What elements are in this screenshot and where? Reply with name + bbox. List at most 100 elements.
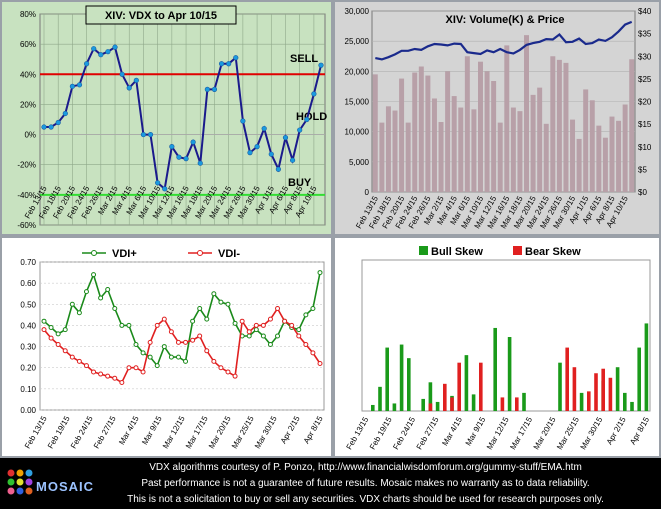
vdi-minus-point xyxy=(83,363,89,369)
footer-line-1: VDX algorithms courtesy of P. Ponzo, htt… xyxy=(149,462,582,473)
volume-bar xyxy=(412,72,418,192)
chart-title: XIV: VDX to Apr 10/15 xyxy=(105,10,217,22)
volume-bar xyxy=(556,59,562,193)
vdi-plus-point xyxy=(260,333,266,339)
vdi-minus-point xyxy=(76,358,82,364)
bear-skew-bar xyxy=(443,383,447,411)
volume-bar xyxy=(385,106,391,192)
bull-skew-bar xyxy=(407,358,411,411)
bull-skew-bar xyxy=(421,398,425,411)
y-tick-label: 40% xyxy=(20,70,36,79)
vdx-point xyxy=(304,116,310,123)
vdi-minus-point xyxy=(253,322,259,328)
vdx-point xyxy=(233,55,239,61)
volume-bar xyxy=(517,111,523,192)
y-right-tick-label: $0 xyxy=(638,188,647,197)
x-tick-label: Feb 13/15 xyxy=(345,415,371,451)
x-tick-label: Mar 20/15 xyxy=(532,415,558,451)
vdi-plus-point xyxy=(76,310,82,316)
vdi-plus-point xyxy=(112,306,118,312)
legend-vdi-minus-marker xyxy=(197,250,203,256)
y-tick-label: 0.70 xyxy=(20,258,36,267)
vdi-plus-point xyxy=(69,301,75,307)
vdx-point xyxy=(297,127,303,133)
x-tick-label: Apr 8/15 xyxy=(302,414,325,445)
bull-skew-bar xyxy=(637,347,641,411)
vdx-point xyxy=(176,154,182,160)
vdx-point xyxy=(204,86,210,92)
vdi-plus-point xyxy=(98,295,104,301)
vdi-plus-point xyxy=(119,322,125,328)
x-tick-label: Apr 2/15 xyxy=(605,415,628,446)
y-right-tick-label: $35 xyxy=(638,30,652,39)
x-tick-label: Mar 25/15 xyxy=(555,415,581,451)
vdi-plus-point xyxy=(317,270,323,276)
vdx-point xyxy=(55,119,61,126)
bull-skew-bar xyxy=(385,347,389,411)
volume-bar xyxy=(464,56,470,192)
volume-price-chart: 30,000 25,000 20,000 15,000 10,000 5,000 0 $40 $… xyxy=(345,7,652,230)
vdi-minus-point xyxy=(225,369,231,375)
bull-skew-bar xyxy=(378,386,382,411)
vdx-point xyxy=(98,52,104,58)
vdx-point xyxy=(282,134,289,141)
footer: MOSAIC VDX algorithms courtesy of P. Pon… xyxy=(0,458,661,509)
x-tick-label: Apr 2/15 xyxy=(279,414,302,445)
vdx-point xyxy=(133,77,139,83)
volume-bar xyxy=(497,122,503,192)
y-right-tick-label: $25 xyxy=(638,75,652,84)
x-tick-label: Feb 13/15 xyxy=(23,414,49,450)
vdi-plus-point xyxy=(91,272,97,278)
legend-vdi-minus: VDI- xyxy=(218,248,240,260)
x-tick-label: Feb 27/15 xyxy=(92,414,118,450)
y-tick-label: 80% xyxy=(20,10,36,19)
x-tick-label: Apr 8/15 xyxy=(628,415,651,446)
bull-skew-bar xyxy=(471,394,476,411)
vdx-point xyxy=(275,166,281,172)
vdi-plus-point xyxy=(48,325,54,331)
vdx-point xyxy=(247,150,253,156)
hold-label: HOLD xyxy=(296,111,327,123)
vdi-plus-point xyxy=(147,354,153,360)
bear-skew-bar xyxy=(594,373,598,411)
vdx-chart-panel: 80% 60% 40% 20% 0% -20% -40% -60% SELL HOLD BUY XIV… xyxy=(0,0,333,236)
vdi-plus-point xyxy=(253,327,259,333)
volume-bar xyxy=(491,80,497,192)
vdx-point xyxy=(261,125,267,132)
y-right-tick-label: $30 xyxy=(638,52,652,61)
volume-bar xyxy=(478,61,483,193)
vdx-point xyxy=(76,82,83,88)
volume-bar xyxy=(583,89,589,192)
vdi-minus-point xyxy=(310,350,316,356)
y-right-tick-label: $10 xyxy=(638,143,652,152)
vdi-plus-point xyxy=(204,316,210,322)
volume-bar xyxy=(458,107,464,192)
y-right-tick-label: $5 xyxy=(638,165,647,174)
bear-skew-bar xyxy=(565,347,569,411)
x-tick-label: Mar 30/15 xyxy=(253,414,279,450)
vdx-point xyxy=(91,46,97,52)
volume-bar xyxy=(622,104,628,192)
x-tick-label: Mar 4/15 xyxy=(440,415,464,447)
volume-bar xyxy=(392,110,398,192)
x-tick-label: Mar 17/15 xyxy=(508,415,534,451)
bull-skew-bar xyxy=(644,323,649,411)
vdx-point xyxy=(140,131,147,138)
vdi-minus-point xyxy=(48,335,54,341)
vdx-point xyxy=(69,83,76,89)
vdx-point xyxy=(105,49,111,55)
mosaic-logo-icon xyxy=(6,468,34,496)
volume-bar xyxy=(372,74,378,192)
vdi-minus-point xyxy=(147,339,153,345)
volume-bar xyxy=(596,125,602,192)
vdi-minus-point xyxy=(296,333,302,339)
vdx-point xyxy=(62,110,68,117)
vdx-point xyxy=(48,124,54,130)
vdx-point xyxy=(41,124,47,130)
vdi-plus-point xyxy=(275,333,281,339)
y-left-tick-label: 5,000 xyxy=(349,158,370,167)
y-tick-label: -60% xyxy=(17,221,36,230)
volume-bar xyxy=(379,122,385,192)
volume-bar xyxy=(609,116,615,192)
bear-skew-bar xyxy=(457,362,461,411)
